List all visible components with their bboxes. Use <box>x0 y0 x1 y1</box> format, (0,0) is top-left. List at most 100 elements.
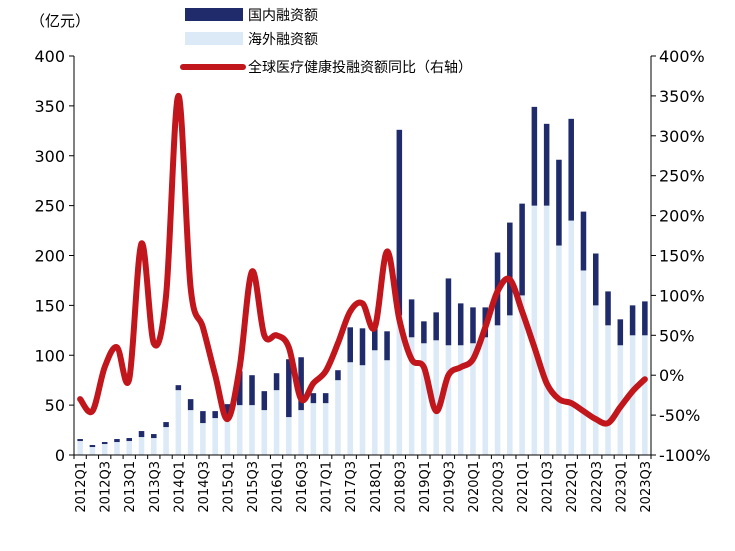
bar-domestic <box>507 223 513 316</box>
x-tick-label: 2020Q3 <box>492 461 507 513</box>
bar-domestic <box>421 321 427 343</box>
bar-overseas <box>593 305 599 455</box>
x-tick-label: 2023Q3 <box>639 461 654 513</box>
bar-domestic <box>630 305 636 335</box>
bar-overseas <box>581 270 587 455</box>
x-tick-label: 2018Q1 <box>369 461 384 513</box>
bar-overseas <box>249 405 255 455</box>
bar-domestic <box>249 375 255 405</box>
bar-overseas <box>286 417 292 455</box>
bar-overseas <box>384 360 390 455</box>
y-left-tick-label: 100 <box>34 346 65 365</box>
y-right-tick-label: 50% <box>659 326 695 345</box>
bar-domestic <box>642 301 648 335</box>
bar-domestic <box>556 160 562 246</box>
bar-domestic <box>409 299 415 337</box>
x-tick-label: 2015Q1 <box>221 461 236 513</box>
bar-overseas <box>421 343 427 455</box>
y-right-tick-label: 100% <box>659 286 705 305</box>
bar-domestic <box>274 373 280 390</box>
y-right-tick-label: 250% <box>659 167 705 186</box>
bar-domestic <box>581 212 587 271</box>
bar-domestic <box>212 411 218 418</box>
bar-domestic <box>347 327 353 362</box>
y-right-tick-label: -100% <box>659 446 711 465</box>
bar-domestic <box>102 442 108 444</box>
y-right-tick-label: 0% <box>659 366 684 385</box>
bar-domestic <box>605 291 611 325</box>
y-left-tick-label: 250 <box>34 197 65 216</box>
y-right-tick-label: 400% <box>659 47 705 66</box>
bar-domestic <box>77 439 83 441</box>
y-right-tick-label: -50% <box>659 406 700 425</box>
y-left-tick-label: 400 <box>34 47 65 66</box>
bar-overseas <box>176 390 182 455</box>
x-tick-label: 2019Q1 <box>418 461 433 513</box>
bar-domestic <box>568 119 574 221</box>
x-tick-label: 2017Q1 <box>320 461 335 513</box>
bar-domestic <box>262 391 268 410</box>
legend-swatch-domestic <box>185 8 243 21</box>
bar-overseas <box>360 365 366 455</box>
bar-overseas <box>274 390 280 455</box>
bar-domestic <box>90 445 96 447</box>
bar-domestic <box>519 204 525 296</box>
x-tick-label: 2016Q1 <box>271 461 286 513</box>
bar-domestic <box>544 124 550 206</box>
y-left-tick-label: 200 <box>34 247 65 266</box>
bar-overseas <box>642 335 648 455</box>
x-tick-label: 2017Q3 <box>344 461 359 513</box>
bar-overseas <box>212 418 218 455</box>
x-tick-label: 2012Q1 <box>74 461 89 513</box>
bar-overseas <box>126 441 132 455</box>
bar-overseas <box>556 246 562 455</box>
bar-domestic <box>384 331 390 360</box>
bar-domestic <box>114 439 120 442</box>
bar-overseas <box>188 410 194 455</box>
bar-domestic <box>200 411 206 423</box>
bar-overseas <box>90 447 96 455</box>
x-tick-label: 2021Q1 <box>516 461 531 513</box>
bar-domestic <box>163 422 169 427</box>
y-left-tick-label: 350 <box>34 97 65 116</box>
bar-domestic <box>618 319 624 345</box>
y-left-tick-label: 300 <box>34 147 65 166</box>
bar-overseas <box>495 325 501 455</box>
bar-overseas <box>200 423 206 455</box>
y-right-tick-label: 200% <box>659 207 705 226</box>
bar-overseas <box>507 315 513 455</box>
bar-overseas <box>347 362 353 455</box>
bar-overseas <box>532 206 538 455</box>
y-right-tick-label: 350% <box>659 87 705 106</box>
y-left-tick-label: 0 <box>55 446 65 465</box>
x-tick-label: 2014Q3 <box>197 461 212 513</box>
bar-domestic <box>176 385 182 390</box>
bar-overseas <box>483 337 489 455</box>
bar-overseas <box>102 444 108 455</box>
y-left-tick-label: 50 <box>45 396 65 415</box>
bar-domestic <box>151 434 157 438</box>
legend: 国内融资额 海外融资额 全球医疗健康投融资额同比（右轴） <box>183 8 472 76</box>
y-left-tick-label: 150 <box>34 296 65 315</box>
y-right-tick-label: 150% <box>659 247 705 266</box>
bar-domestic <box>335 370 341 380</box>
bar-domestic <box>126 438 132 441</box>
bar-overseas <box>225 417 231 455</box>
bar-domestic <box>458 303 464 345</box>
x-tick-label: 2022Q3 <box>590 461 605 513</box>
legend-label-domestic: 国内融资额 <box>248 8 318 24</box>
bar-overseas <box>335 380 341 455</box>
bar-overseas <box>77 441 83 455</box>
bar-overseas <box>139 437 145 455</box>
bar-domestic <box>360 328 366 365</box>
y-right-tick-label: 300% <box>659 127 705 146</box>
x-tick-label: 2020Q1 <box>467 461 482 513</box>
x-tick-label: 2021Q3 <box>541 461 556 513</box>
bar-overseas <box>114 442 120 455</box>
x-tick-label: 2013Q1 <box>123 461 138 513</box>
bar-overseas <box>544 206 550 455</box>
bar-overseas <box>237 405 243 455</box>
legend-label-overseas: 海外融资额 <box>248 32 318 48</box>
